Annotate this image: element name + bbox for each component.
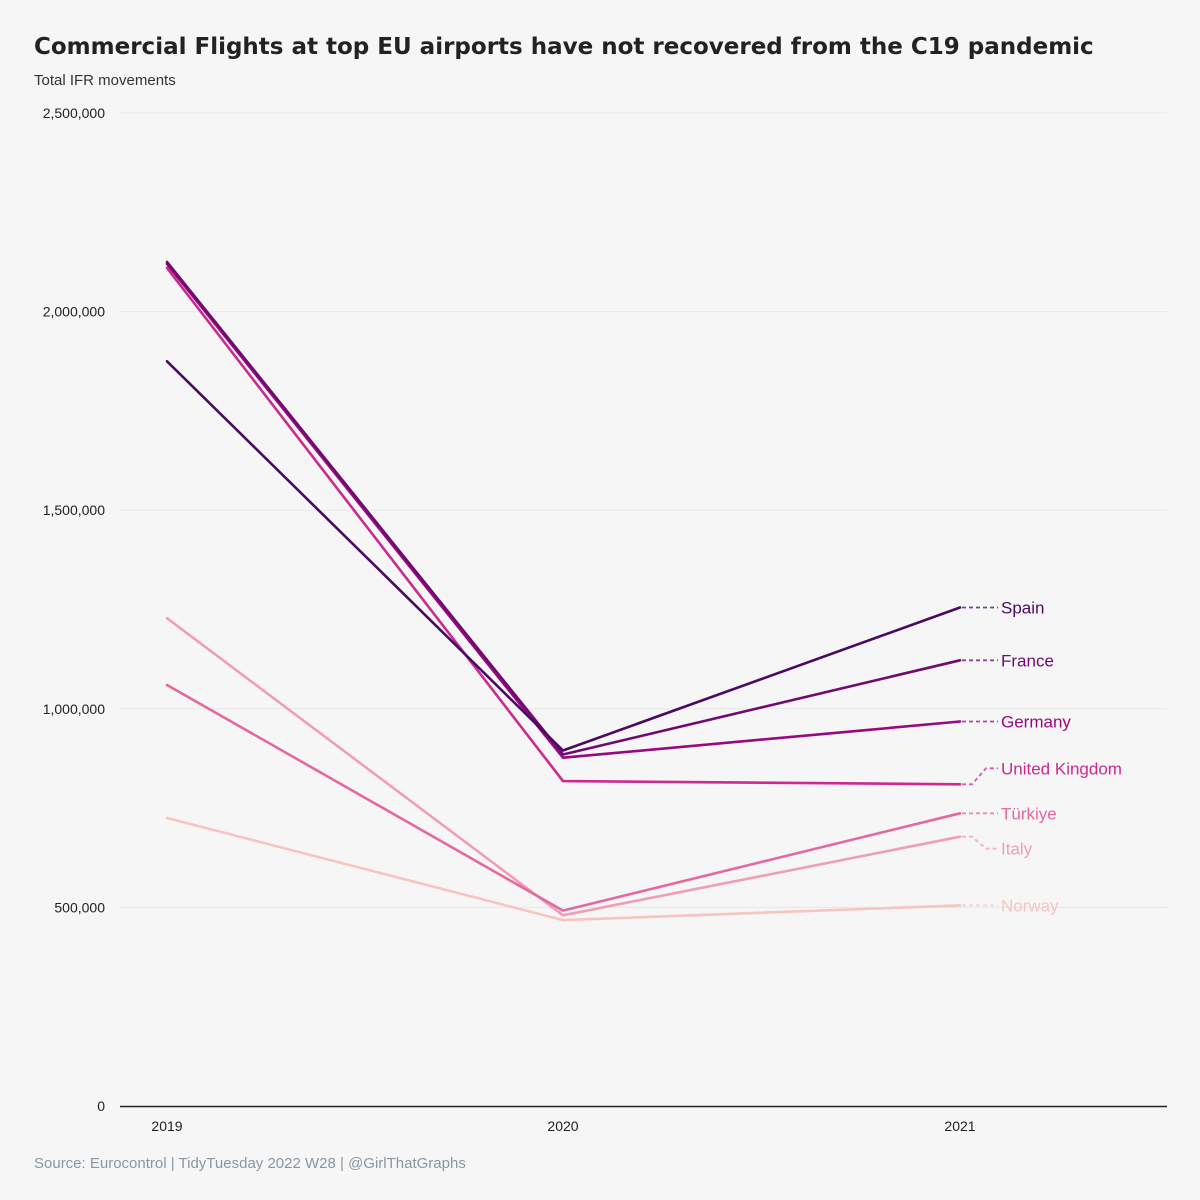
series-labels: Norway Italy Türkiye United Kingdom Germany F… <box>962 599 1122 915</box>
x-axis-ticks: 2019 2020 2021 <box>151 1118 975 1134</box>
chart-title: Commercial Flights at top EU airports ha… <box>34 34 1094 60</box>
x-tick-label: 2019 <box>151 1118 182 1134</box>
series-line <box>165 683 962 912</box>
y-tick-label: 500,000 <box>54 899 105 915</box>
chart-caption: Source: Eurocontrol | TidyTuesday 2022 W… <box>34 1155 466 1172</box>
series-line <box>165 359 962 752</box>
series-line <box>165 262 962 760</box>
y-tick-label: 1,500,000 <box>43 502 105 518</box>
y-tick-label: 0 <box>97 1098 105 1114</box>
x-tick-label: 2021 <box>944 1118 975 1134</box>
series-lines <box>165 260 962 922</box>
series-line <box>165 616 962 917</box>
y-tick-label: 2,000,000 <box>43 304 105 320</box>
label-connector <box>962 767 998 786</box>
series-label: France <box>1001 651 1054 670</box>
series-line <box>165 260 962 756</box>
series-label: Norway <box>1001 896 1059 915</box>
series-label: United Kingdom <box>1001 759 1122 778</box>
series-label: Italy <box>1001 840 1033 859</box>
y-axis-ticks: 0 500,000 1,000,000 1,500,000 2,000,000 2,500… <box>43 105 106 1114</box>
label-connector <box>962 835 998 850</box>
chart-subtitle: Total IFR movements <box>34 72 176 89</box>
series-label: Spain <box>1001 599 1044 618</box>
series-line <box>165 816 962 922</box>
series-label: Germany <box>1001 713 1071 732</box>
y-tick-label: 1,000,000 <box>43 701 105 717</box>
y-tick-label: 2,500,000 <box>43 105 105 121</box>
series-label: Türkiye <box>1001 804 1057 823</box>
gridlines <box>120 112 1167 908</box>
x-tick-label: 2020 <box>547 1118 578 1134</box>
series-line <box>165 266 962 786</box>
